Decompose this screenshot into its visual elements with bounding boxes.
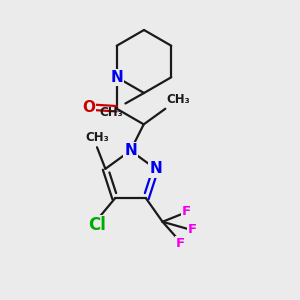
Text: N: N <box>124 143 137 158</box>
Text: CH₃: CH₃ <box>85 131 109 144</box>
Text: O: O <box>82 100 95 115</box>
Text: CH₃: CH₃ <box>167 93 190 106</box>
Text: F: F <box>182 206 191 218</box>
Text: Cl: Cl <box>88 216 106 234</box>
Text: CH₃: CH₃ <box>99 106 123 119</box>
Text: F: F <box>176 238 185 250</box>
Text: N: N <box>149 161 162 176</box>
Text: F: F <box>188 223 197 236</box>
Text: N: N <box>110 70 123 85</box>
